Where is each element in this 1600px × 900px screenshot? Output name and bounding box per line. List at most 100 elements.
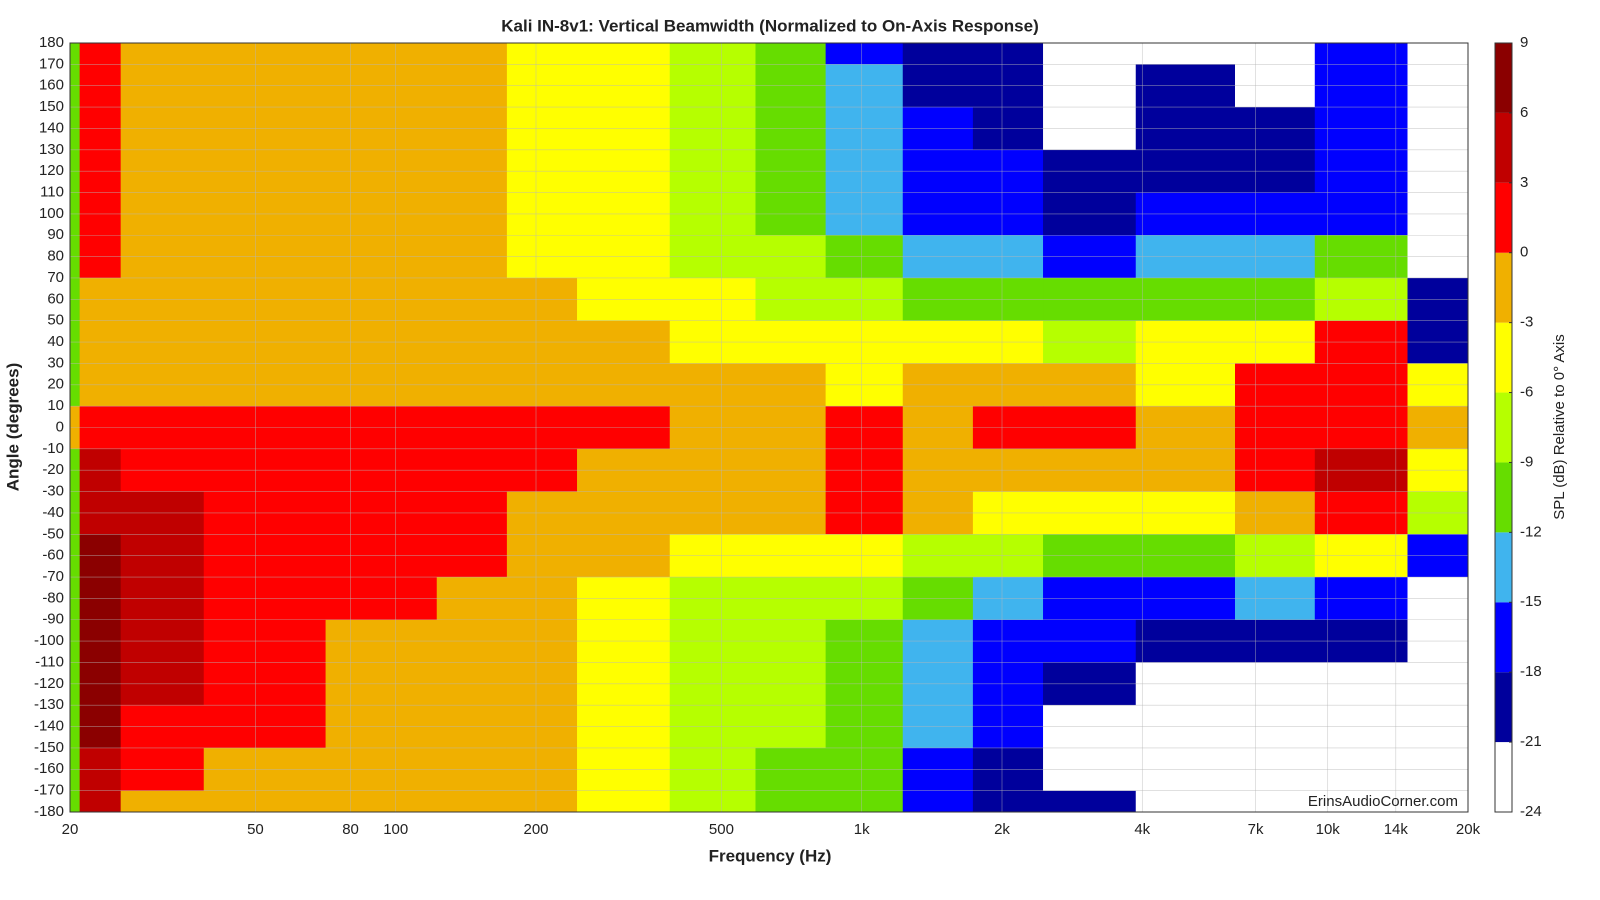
y-tick-label: -140 — [34, 718, 64, 735]
y-tick-label: -50 — [42, 525, 64, 542]
colorbar-tick-label: -3 — [1520, 314, 1533, 331]
contour-cell — [1235, 790, 1316, 813]
x-tick-label: 100 — [383, 821, 408, 838]
x-axis-label: Frequency (Hz) — [709, 846, 832, 865]
y-tick-label: -10 — [42, 440, 64, 457]
y-tick-label: -170 — [34, 782, 64, 799]
colorbar-band — [1495, 602, 1512, 673]
contour-cell — [972, 790, 1044, 813]
contour-cell — [669, 790, 756, 813]
colorbar-band — [1495, 112, 1512, 183]
y-tick-label: -70 — [42, 568, 64, 585]
contour-cell — [70, 43, 81, 65]
contour-cell — [436, 43, 508, 65]
contour-cell — [755, 43, 827, 65]
contour-cell — [203, 43, 327, 65]
colorbar-tick-label: -21 — [1520, 733, 1542, 750]
y-tick-label: 100 — [39, 205, 64, 222]
y-tick-label: 130 — [39, 141, 64, 158]
y-tick-label: -60 — [42, 547, 64, 564]
x-tick-label: 50 — [247, 821, 264, 838]
y-tick-label: 0 — [56, 418, 64, 435]
contour-cell — [1235, 43, 1316, 65]
contour-cell — [972, 43, 1044, 65]
contour-cell — [506, 790, 578, 813]
contour-cell — [577, 43, 671, 65]
y-tick-label: 40 — [47, 333, 64, 350]
x-tick-label: 500 — [709, 821, 734, 838]
y-tick-label: 30 — [47, 354, 64, 371]
y-tick-label: -150 — [34, 739, 64, 756]
colorbar-tick-label: -9 — [1520, 453, 1533, 470]
contour-cell — [1407, 43, 1469, 65]
contour-cell — [825, 790, 904, 813]
x-tick-label: 20k — [1456, 821, 1481, 838]
y-tick-label: 110 — [40, 183, 64, 200]
x-tick-label: 10k — [1316, 821, 1341, 838]
colorbar-band — [1495, 462, 1512, 533]
y-tick-label: -160 — [34, 760, 64, 777]
contour-cell — [1135, 43, 1236, 65]
contour-cell — [1135, 790, 1236, 813]
contour-cell — [902, 43, 974, 65]
contour-cell — [120, 790, 205, 813]
colorbar-tick-label: -12 — [1520, 523, 1542, 540]
watermark: ErinsAudioCorner.com — [1308, 793, 1458, 810]
colorbar-tick-label: -6 — [1520, 384, 1533, 401]
y-tick-label: -30 — [42, 483, 64, 500]
x-tick-label: 200 — [523, 821, 548, 838]
x-tick-label: 7k — [1248, 821, 1264, 838]
y-tick-label: 90 — [47, 226, 64, 243]
y-tick-label: -40 — [42, 504, 64, 521]
y-tick-label: -130 — [34, 696, 64, 713]
y-tick-label: -120 — [34, 675, 64, 692]
y-tick-label: 80 — [47, 248, 64, 265]
colorbar-band — [1495, 182, 1512, 253]
contour-cell — [1314, 43, 1409, 65]
x-tick-label: 14k — [1384, 821, 1409, 838]
y-tick-label: 20 — [47, 376, 64, 393]
contour-cell — [203, 790, 327, 813]
contour-cell — [669, 43, 756, 65]
contour-cell — [79, 790, 122, 813]
colorbar-label: SPL (dB) Relative to 0° Axis — [1551, 334, 1568, 520]
y-tick-label: 170 — [39, 55, 64, 72]
contour-cell — [70, 790, 81, 813]
y-tick-label: 70 — [47, 269, 64, 286]
contour-cell — [755, 790, 827, 813]
y-tick-label: 180 — [39, 34, 64, 51]
contour-cell — [1043, 790, 1137, 813]
colorbar-tick-label: 6 — [1520, 104, 1528, 121]
colorbar-tick-label: 9 — [1520, 34, 1528, 51]
y-tick-label: 120 — [39, 162, 64, 179]
y-tick-label: 50 — [47, 312, 64, 329]
y-tick-label: 10 — [47, 397, 64, 414]
contour-cell — [436, 790, 508, 813]
contour-cell — [325, 790, 438, 813]
colorbar-band — [1495, 742, 1512, 812]
y-tick-label: -180 — [34, 803, 64, 820]
colorbar-tick-label: 3 — [1520, 174, 1528, 191]
colorbar-band — [1495, 672, 1512, 743]
colorbar-band — [1495, 43, 1512, 113]
contour-cell — [1407, 790, 1469, 813]
colorbar-band — [1495, 392, 1512, 463]
colorbar-tick-label: -18 — [1520, 663, 1542, 680]
colorbar-tick-label: 0 — [1520, 244, 1528, 261]
plot-frame — [69, 42, 1469, 813]
y-tick-label: 150 — [39, 98, 64, 115]
x-tick-label: 1k — [854, 821, 870, 838]
x-tick-label: 2k — [994, 821, 1010, 838]
chart-title: Kali IN-8v1: Vertical Beamwidth (Normali… — [501, 16, 1039, 35]
y-tick-label: -90 — [42, 611, 64, 628]
colorbar-band — [1495, 322, 1512, 393]
colorbar-band — [1495, 252, 1512, 323]
contour-cell — [79, 43, 122, 65]
contour-cell — [902, 790, 974, 813]
colorbar-tick-label: -15 — [1520, 593, 1542, 610]
x-tick-label: 80 — [342, 821, 359, 838]
y-axis-label: Angle (degrees) — [3, 363, 22, 491]
contour-cell — [325, 43, 438, 65]
y-tick-label: 160 — [39, 77, 64, 94]
